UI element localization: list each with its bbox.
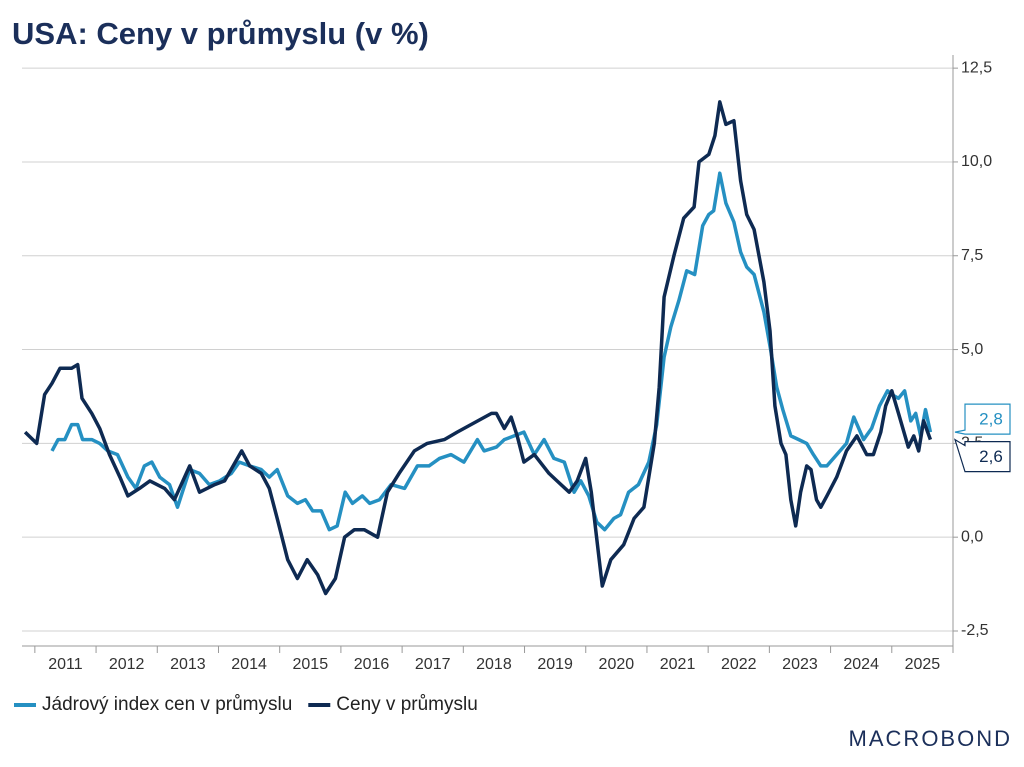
logo: MACROBOND: [849, 726, 1012, 751]
end-label: 2,6: [979, 447, 1003, 466]
y-tick-label: 10,0: [961, 153, 992, 170]
x-tick-label: 2013: [170, 656, 206, 673]
x-tick-label: 2014: [231, 656, 267, 673]
x-tick-label: 2023: [782, 656, 818, 673]
end-label-box: [954, 403, 1011, 435]
end-label-box: [953, 438, 1011, 473]
y-tick-label: 0,0: [961, 528, 983, 545]
end-label: 2,8: [979, 410, 1003, 429]
x-tick-label: 2011: [48, 656, 83, 673]
legend-label: Jádrový index cen v průmyslu: [42, 694, 292, 715]
chart-title: USA: Ceny v průmyslu (v %): [12, 16, 429, 51]
series-line: [23, 100, 933, 596]
y-tick-label: 5,0: [961, 341, 983, 358]
series-line: [50, 171, 933, 532]
x-tick-label: 2016: [354, 656, 390, 673]
x-tick-label: 2015: [293, 656, 329, 673]
x-tick-label: 2025: [905, 656, 941, 673]
x-tick-label: 2018: [476, 656, 512, 673]
x-tick-label: 2021: [660, 656, 696, 673]
y-tick-label: -2,5: [961, 622, 989, 639]
x-tick-label: 2019: [537, 656, 573, 673]
x-tick-label: 2012: [109, 656, 145, 673]
x-tick-label: 2022: [721, 656, 757, 673]
x-tick-label: 2017: [415, 656, 451, 673]
y-tick-label: 12,5: [961, 59, 992, 76]
legend-label: Ceny v průmyslu: [336, 694, 478, 715]
y-tick-label: 7,5: [961, 247, 983, 264]
x-tick-label: 2020: [599, 656, 635, 673]
x-tick-label: 2024: [843, 656, 879, 673]
